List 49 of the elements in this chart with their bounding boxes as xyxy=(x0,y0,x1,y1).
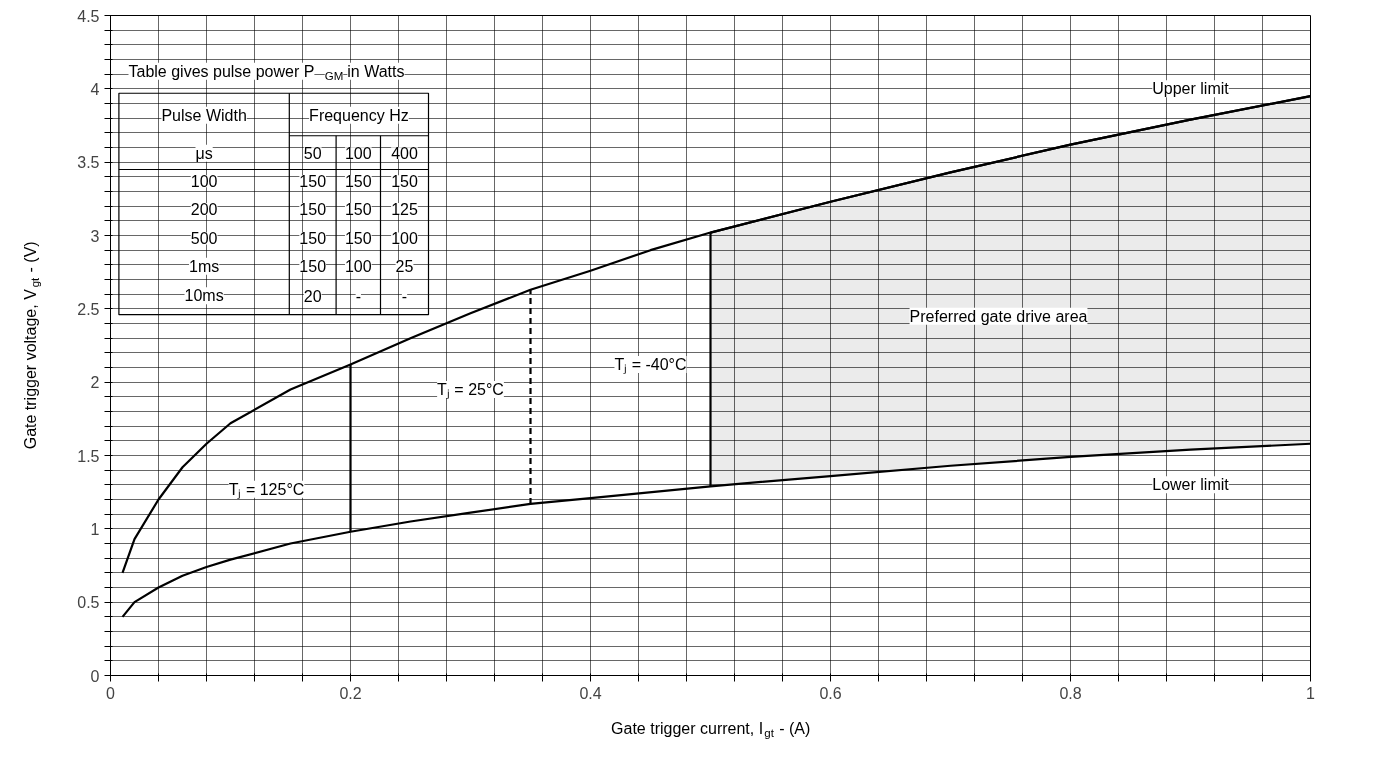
annotation: 100 xyxy=(391,230,418,248)
annotation: Frequency Hz xyxy=(309,106,409,124)
y-tick-label: 4.5 xyxy=(77,7,100,25)
annotation: Tⱼ = 25°C xyxy=(437,381,504,399)
annotation: 400 xyxy=(391,145,418,163)
annotation: 500 xyxy=(190,230,218,248)
annotation: Tⱼ = 125°C xyxy=(228,480,305,499)
x-tick-label: 0.8 xyxy=(1059,684,1082,702)
annotation: 100 xyxy=(344,258,372,276)
y-axis-title: Gate trigger voltage, Vgt - (V) xyxy=(22,241,42,450)
annotation: Tⱼ = -40°C xyxy=(614,356,687,375)
y-tick-label: 3.5 xyxy=(77,154,100,172)
x-tick-label: 0 xyxy=(106,684,116,702)
annotation: Pulse Width xyxy=(161,106,247,124)
annotation: 150 xyxy=(299,230,327,248)
annotation: 20 xyxy=(303,287,322,305)
annotation: 50 xyxy=(303,145,322,163)
x-tick-label: 1 xyxy=(1306,684,1316,702)
annotation: 150 xyxy=(391,173,418,191)
annotation: 100 xyxy=(190,173,218,191)
annotation: - xyxy=(401,287,408,305)
y-tick-label: 1 xyxy=(90,520,100,538)
annotation: 150 xyxy=(344,201,372,219)
annotation: Lower limit xyxy=(1152,476,1230,494)
y-tick-label: 0.5 xyxy=(77,594,100,612)
x-tick-label: 0.6 xyxy=(819,684,842,702)
annotation: 150 xyxy=(299,258,327,276)
annotation: 25 xyxy=(395,258,414,276)
annotation: 150 xyxy=(299,201,327,219)
annotation: 100 xyxy=(344,145,372,163)
y-tick-label: 2.5 xyxy=(77,300,100,318)
annotation: μs xyxy=(195,144,213,162)
annotation: Preferred gate drive area xyxy=(909,307,1088,325)
x-tick-label: 0.2 xyxy=(339,684,362,702)
y-tick-label: 1.5 xyxy=(77,447,100,465)
annotation: 150 xyxy=(299,173,327,191)
annotation: 125 xyxy=(391,201,418,219)
annotation: 1ms xyxy=(188,257,220,275)
annotation: 150 xyxy=(344,173,372,191)
y-tick-label: 0 xyxy=(90,667,100,685)
y-tick-label: 4 xyxy=(90,80,100,98)
x-tick-label: 0.4 xyxy=(579,684,602,702)
annotation: - xyxy=(355,287,361,305)
y-tick-label: 2 xyxy=(90,374,100,392)
annotation: 10ms xyxy=(184,287,224,305)
y-tick-label: 3 xyxy=(90,227,100,245)
annotation: Upper limit xyxy=(1152,80,1230,98)
annotation: 200 xyxy=(190,201,218,219)
annotation: 150 xyxy=(344,230,372,248)
